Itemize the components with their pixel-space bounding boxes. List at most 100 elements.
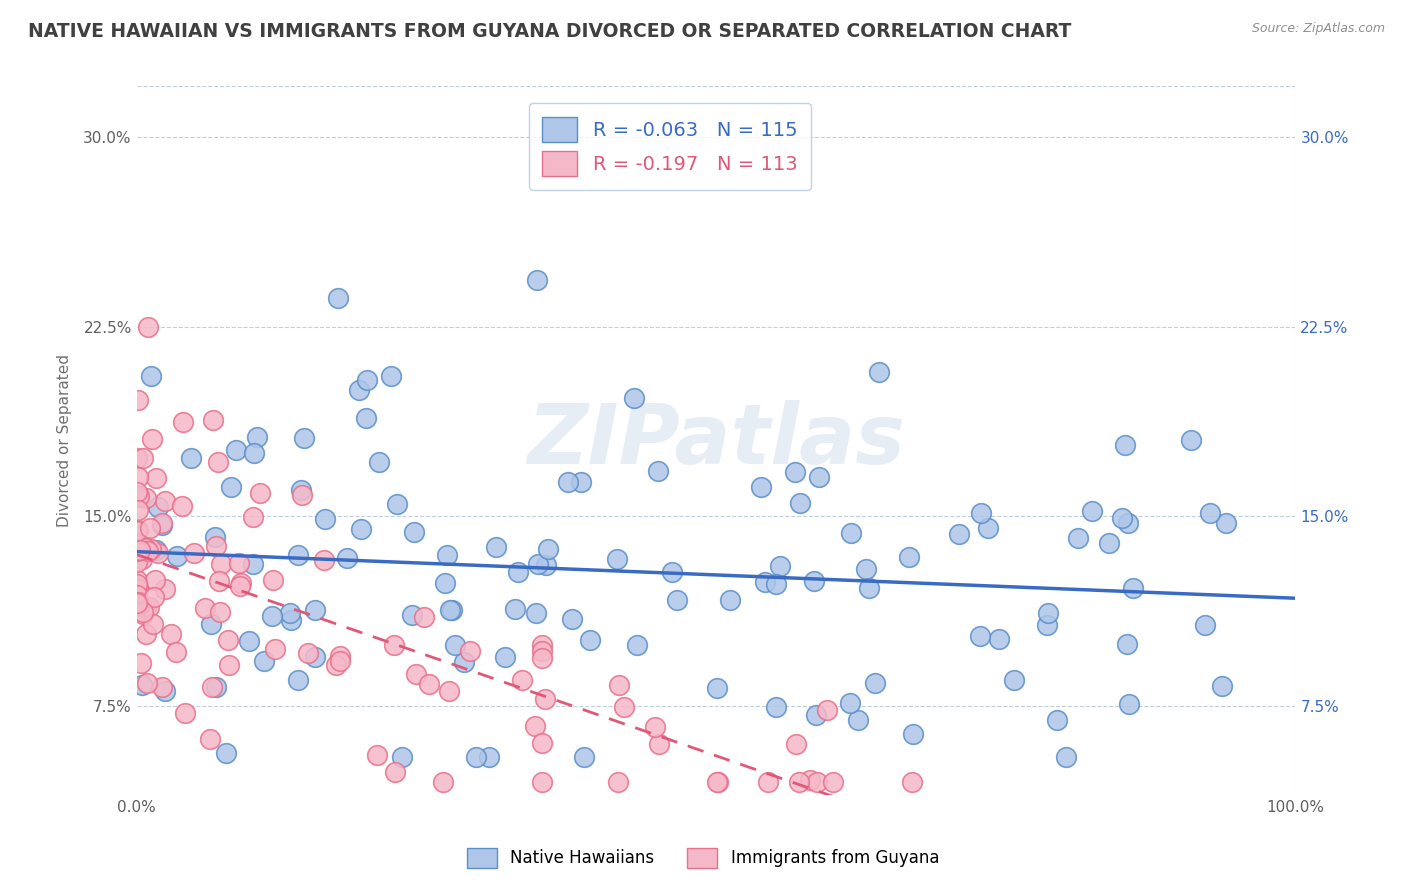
Point	[260, 608, 283, 623]
Point	[1038, 607, 1060, 621]
Point	[165, 645, 187, 659]
Point	[534, 558, 557, 573]
Point	[136, 319, 159, 334]
Point	[561, 612, 583, 626]
Point	[200, 616, 222, 631]
Point	[125, 596, 148, 610]
Point	[202, 412, 225, 426]
Point	[292, 431, 315, 445]
Point	[204, 530, 226, 544]
Point	[125, 549, 148, 564]
Point	[799, 772, 821, 787]
Point	[607, 775, 630, 789]
Point	[125, 577, 148, 591]
Point	[578, 632, 600, 647]
Point	[1111, 511, 1133, 525]
Y-axis label: Divorced or Separated: Divorced or Separated	[58, 354, 72, 527]
Point	[977, 521, 1000, 535]
Point	[1198, 506, 1220, 520]
Point	[524, 719, 547, 733]
Point	[290, 483, 312, 497]
Legend: R = -0.063   N = 115, R = -0.197   N = 113: R = -0.063 N = 115, R = -0.197 N = 113	[529, 103, 811, 190]
Point	[1081, 504, 1104, 518]
Point	[125, 538, 148, 552]
Point	[948, 526, 970, 541]
Point	[297, 646, 319, 660]
Point	[1054, 749, 1077, 764]
Point	[242, 510, 264, 524]
Point	[264, 641, 287, 656]
Point	[326, 291, 349, 305]
Point	[387, 498, 409, 512]
Point	[160, 627, 183, 641]
Point	[606, 552, 628, 566]
Point	[127, 523, 149, 537]
Point	[418, 677, 440, 691]
Point	[1118, 516, 1140, 530]
Point	[218, 657, 240, 672]
Point	[229, 579, 252, 593]
Point	[155, 684, 177, 698]
Point	[207, 455, 229, 469]
Point	[153, 493, 176, 508]
Point	[129, 541, 152, 555]
Text: NATIVE HAWAIIAN VS IMMIGRANTS FROM GUYANA DIVORCED OR SEPARATED CORRELATION CHAR: NATIVE HAWAIIAN VS IMMIGRANTS FROM GUYAN…	[28, 22, 1071, 41]
Point	[150, 516, 173, 531]
Point	[505, 602, 527, 616]
Point	[354, 410, 377, 425]
Point	[325, 658, 347, 673]
Point	[765, 699, 787, 714]
Point	[228, 557, 250, 571]
Point	[1215, 516, 1237, 531]
Point	[139, 541, 162, 556]
Point	[138, 600, 160, 615]
Point	[242, 557, 264, 571]
Point	[644, 720, 666, 734]
Point	[131, 552, 153, 566]
Point	[897, 549, 920, 564]
Point	[754, 574, 776, 589]
Point	[208, 606, 231, 620]
Point	[1098, 536, 1121, 550]
Text: ZIPatlas: ZIPatlas	[527, 400, 905, 481]
Point	[626, 638, 648, 652]
Point	[287, 548, 309, 562]
Point	[485, 540, 508, 554]
Point	[366, 747, 388, 762]
Point	[787, 775, 810, 789]
Point	[148, 546, 170, 560]
Point	[132, 607, 155, 621]
Point	[132, 451, 155, 466]
Point	[823, 775, 845, 789]
Legend: Native Hawaiians, Immigrants from Guyana: Native Hawaiians, Immigrants from Guyana	[460, 841, 946, 875]
Point	[531, 736, 554, 750]
Point	[291, 488, 314, 502]
Point	[901, 775, 924, 789]
Point	[146, 500, 169, 514]
Point	[380, 368, 402, 383]
Point	[194, 601, 217, 615]
Point	[531, 650, 554, 665]
Point	[135, 491, 157, 505]
Point	[129, 542, 152, 557]
Point	[135, 676, 157, 690]
Point	[531, 775, 554, 789]
Point	[125, 451, 148, 466]
Point	[789, 496, 811, 510]
Point	[238, 633, 260, 648]
Point	[807, 469, 830, 483]
Point	[125, 588, 148, 602]
Point	[125, 573, 148, 587]
Point	[612, 699, 634, 714]
Point	[526, 557, 548, 571]
Point	[367, 455, 389, 469]
Point	[134, 541, 156, 555]
Point	[439, 603, 461, 617]
Point	[209, 557, 232, 571]
Point	[304, 649, 326, 664]
Point	[145, 543, 167, 558]
Point	[1211, 679, 1233, 693]
Point	[280, 606, 302, 620]
Point	[665, 592, 688, 607]
Point	[174, 706, 197, 720]
